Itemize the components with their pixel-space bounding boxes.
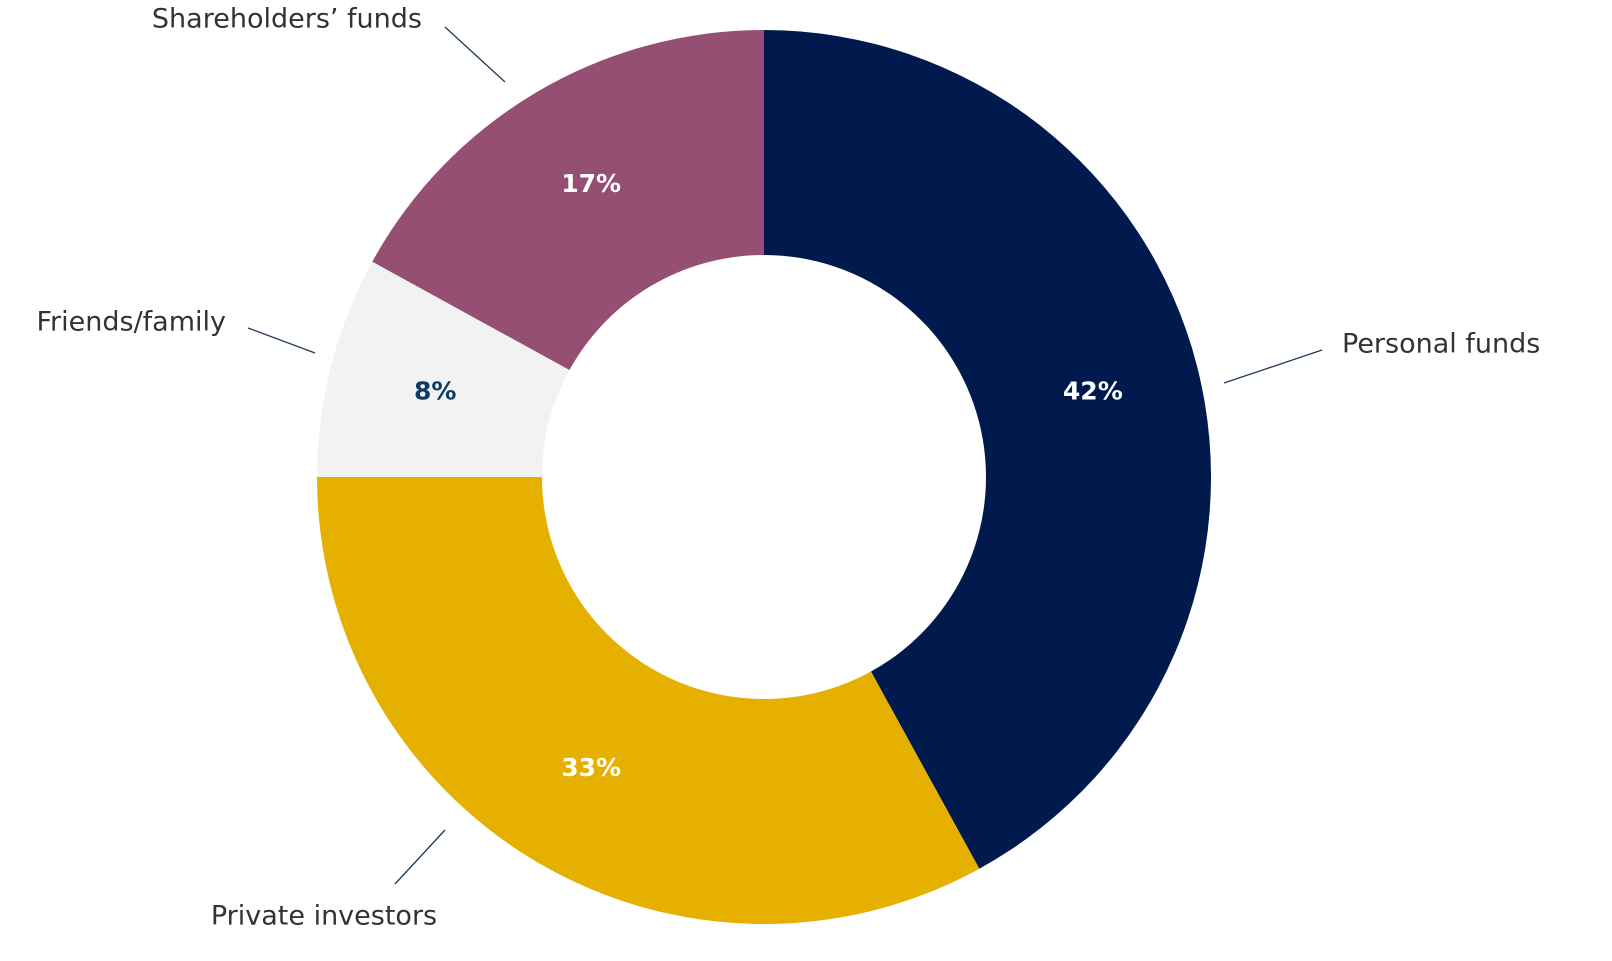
donut-slice <box>317 477 980 925</box>
leader-line <box>247 327 316 354</box>
leader-line <box>394 829 446 885</box>
data-label: 8% <box>414 377 456 406</box>
category-label: Private investors <box>211 901 437 932</box>
category-label: Shareholders’ funds <box>152 4 422 35</box>
category-label: Friends/family <box>36 307 226 338</box>
data-label: 33% <box>561 753 621 782</box>
donut-slice <box>764 30 1211 869</box>
data-label: 17% <box>561 169 621 198</box>
category-label: Personal funds <box>1342 329 1540 360</box>
donut-slice <box>317 261 570 477</box>
donut-slice <box>372 30 764 371</box>
leader-line <box>1223 349 1323 384</box>
data-label: 42% <box>1063 377 1123 406</box>
leader-line <box>444 26 506 83</box>
